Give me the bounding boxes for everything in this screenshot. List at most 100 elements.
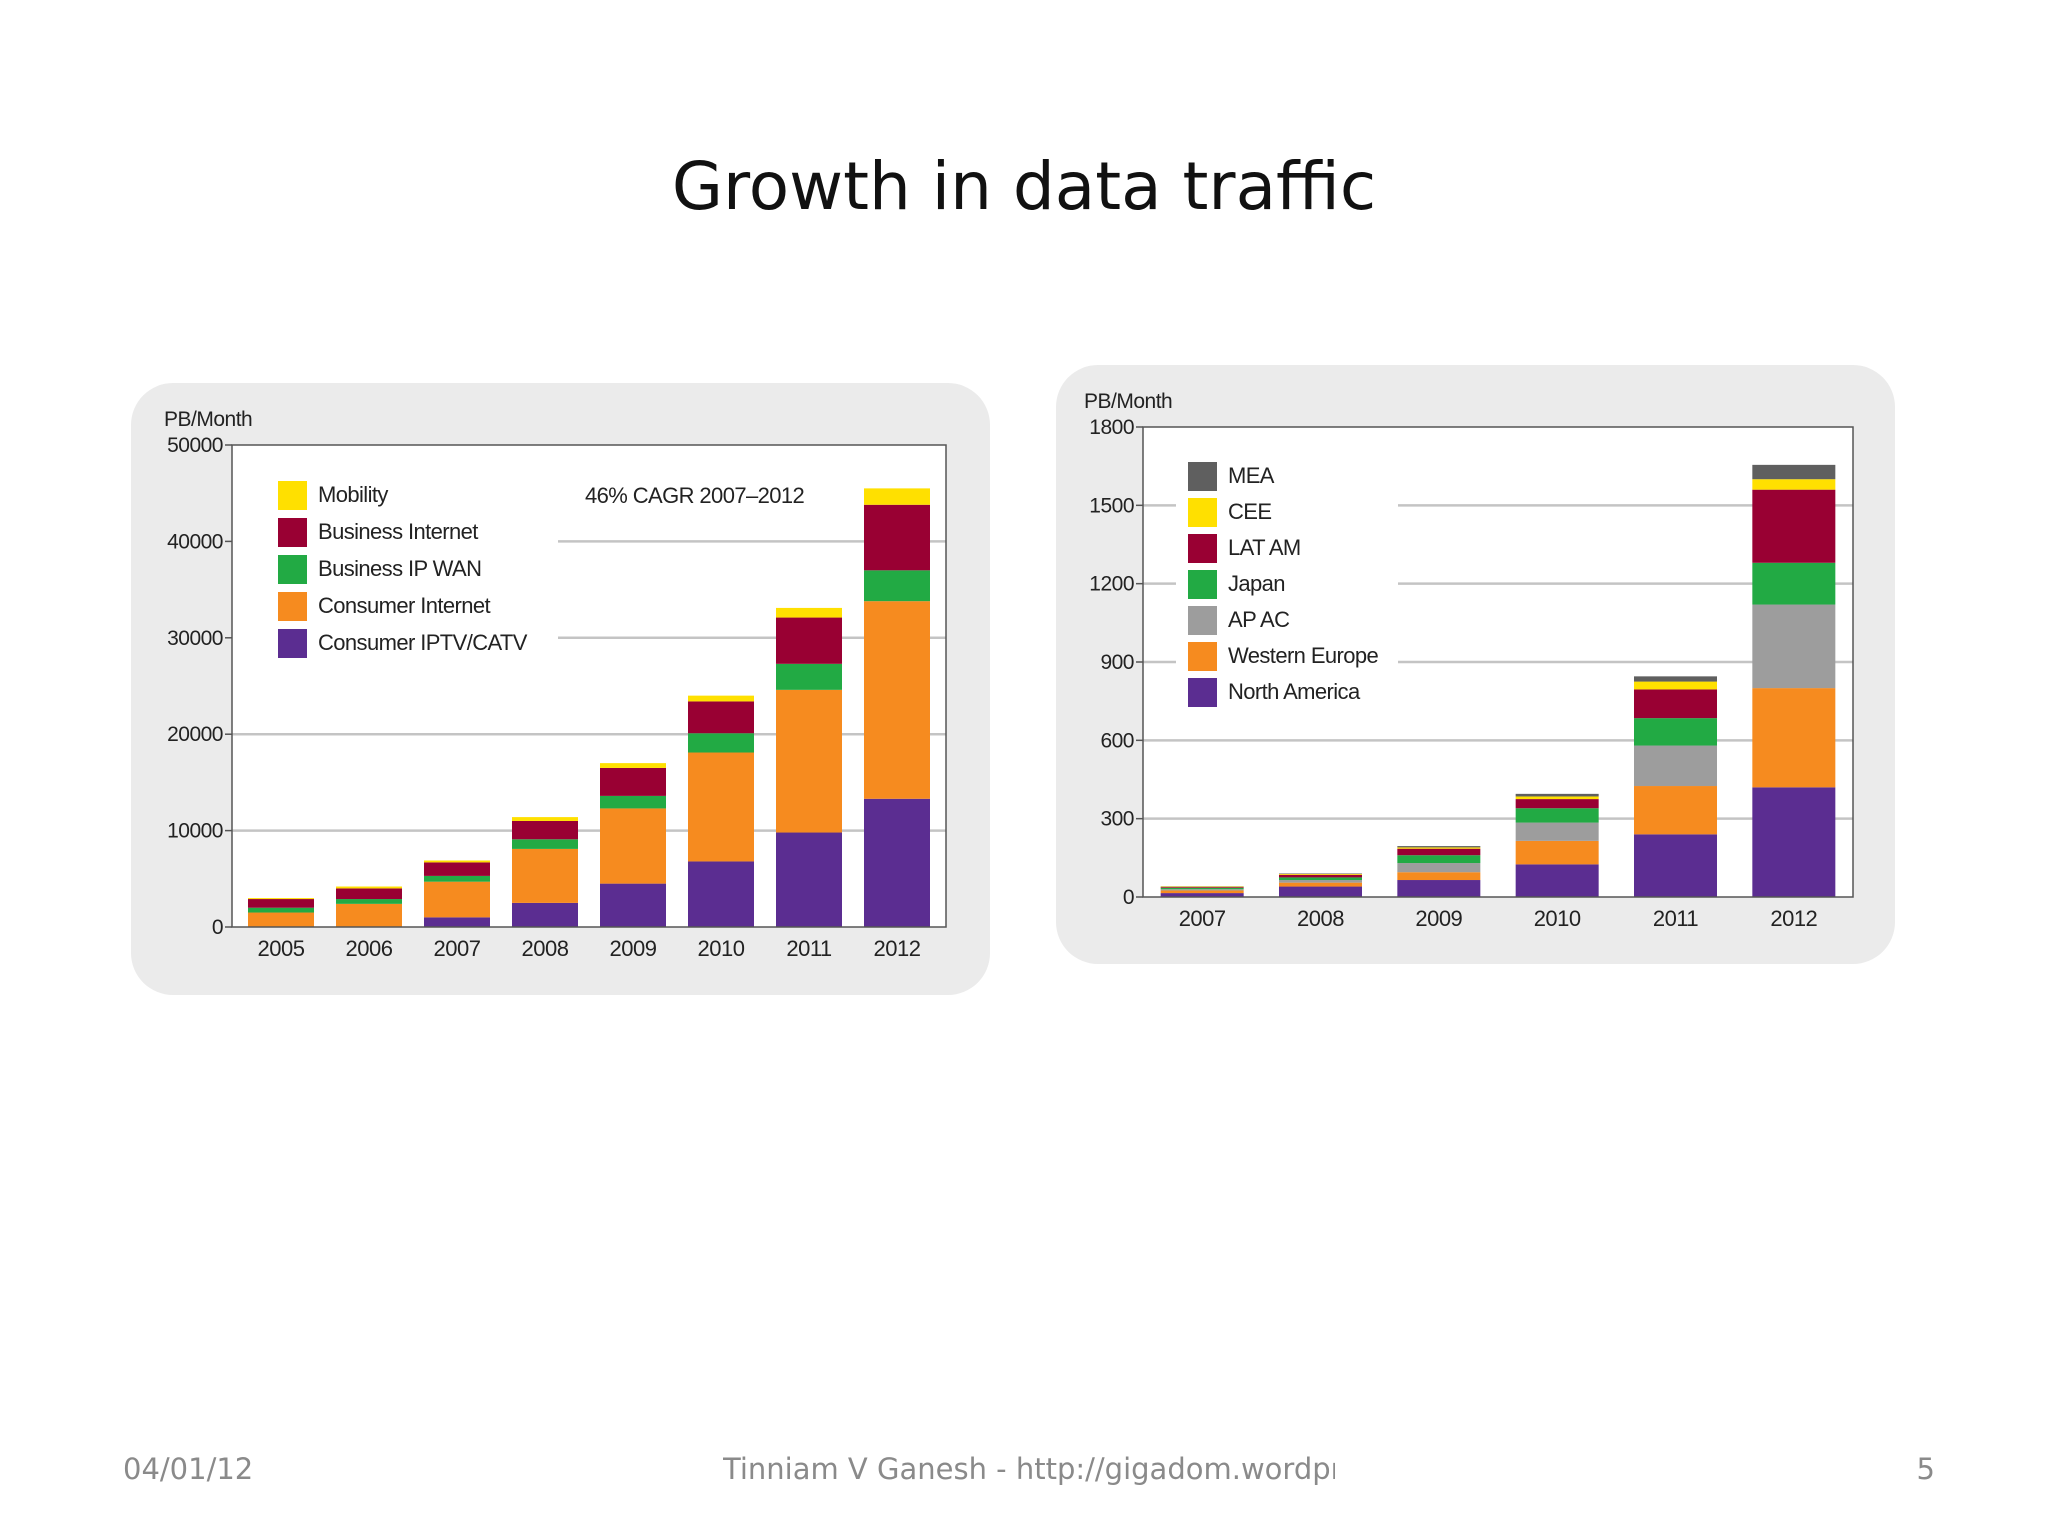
legend-swatch-western-europe: [1188, 642, 1217, 671]
x-tick-label: 2010: [698, 936, 745, 961]
bar-segment-lat-am-2007: [1160, 887, 1244, 888]
y-tick-label: 600: [1100, 729, 1134, 752]
legend-swatch-business-ip-wan: [278, 555, 307, 584]
bar-segment-business-ip-wan-2006: [336, 899, 402, 904]
bar-segment-consumer-iptv-catv-2012: [864, 798, 930, 927]
bar-segment-consumer-internet-2009: [600, 808, 666, 884]
bar-segment-japan-2010: [1515, 808, 1599, 823]
legend-label-cee: CEE: [1228, 499, 1271, 524]
y-tick-label: 0: [1123, 886, 1134, 909]
bar-segment-lat-am-2011: [1634, 689, 1717, 719]
bar-segment-cee-2012: [1752, 479, 1836, 490]
bar-segment-consumer-internet-2012: [864, 601, 930, 799]
bar-segment-business-internet-2007: [424, 862, 490, 876]
bar-segment-mobility-2011: [776, 607, 842, 618]
bar-segment-consumer-internet-2011: [776, 689, 842, 833]
bar-segment-north-america-2012: [1752, 787, 1836, 897]
bar-segment-mobility-2005: [248, 898, 314, 900]
legend-label-ap-ac: AP AC: [1228, 607, 1290, 632]
bar-segment-consumer-internet-2007: [424, 881, 490, 918]
bar-segment-north-america-2010: [1515, 864, 1599, 897]
legend-label-consumer-iptv-catv: Consumer IPTV/CATV: [318, 630, 528, 655]
legend-swatch-japan: [1188, 570, 1217, 599]
bar-segment-mobility-2010: [688, 695, 754, 702]
x-tick-label: 2009: [610, 936, 657, 961]
legend-swatch-ap-ac: [1188, 606, 1217, 635]
y-tick-label: 1500: [1089, 494, 1134, 517]
legend-swatch-north-america: [1188, 678, 1217, 707]
bar-segment-mea-2010: [1515, 793, 1599, 797]
stacked-bar-chart-traffic-by-region: PB/Month 0 300 600 900 1200 1500 1800 2007 2008 20…: [1084, 390, 1854, 931]
y-tick-label: 50000: [167, 434, 223, 457]
bar-segment-business-internet-2009: [600, 767, 666, 796]
bar-segment-western-europe-2012: [1752, 688, 1836, 788]
bar-segment-cee-2009: [1397, 847, 1481, 849]
legend-label-mobility: Mobility: [318, 482, 388, 507]
legend-label-business-ip-wan: Business IP WAN: [318, 556, 481, 581]
bar-segment-business-internet-2012: [864, 504, 930, 571]
y-tick-label: 300: [1100, 808, 1134, 831]
bar-segment-ap-ac-2011: [1634, 745, 1717, 787]
bar-segment-consumer-iptv-catv-2008: [512, 902, 578, 927]
bar-segment-consumer-iptv-catv-2007: [424, 917, 490, 927]
legend-label-north-america: North America: [1228, 679, 1361, 704]
bar-segment-mobility-2006: [336, 886, 402, 889]
bar-segment-ap-ac-2008: [1279, 880, 1362, 883]
bar-segment-mobility-2009: [600, 763, 666, 768]
x-tick-label: 2007: [434, 936, 481, 961]
x-tick-label: 2012: [874, 936, 921, 961]
x-tick-label: 2010: [1534, 906, 1581, 931]
bar-segment-business-ip-wan-2012: [864, 570, 930, 602]
legend-label-mea: MEA: [1228, 463, 1275, 488]
bar-segment-japan-2009: [1397, 855, 1481, 864]
stacked-bar-chart-traffic-by-type: PB/Month 0 10000 20000 30000 40000 50000 2005 20…: [164, 408, 947, 961]
bar-segment-mea-2008: [1279, 873, 1362, 875]
chart-card-traffic-by-region: PB/Month 0 300 600 900 1200 1500 1800 2007 2008 20…: [1056, 365, 1895, 964]
legend-swatch-consumer-iptv-catv: [278, 629, 307, 658]
legend-swatch-lat-am: [1188, 534, 1217, 563]
legend-swatch-mobility: [278, 481, 307, 510]
bar-segment-ap-ac-2010: [1515, 822, 1599, 841]
bar-segment-business-ip-wan-2007: [424, 875, 490, 882]
legend-swatch-business-internet: [278, 518, 307, 547]
bar-segment-mobility-2007: [424, 860, 490, 863]
plot-frame: [231, 444, 947, 928]
bar-segment-business-internet-2011: [776, 617, 842, 664]
bar-segment-lat-am-2012: [1752, 489, 1836, 563]
legend-label-business-internet: Business Internet: [318, 519, 478, 544]
legend-label-japan: Japan: [1228, 571, 1285, 596]
bar-segment-mobility-2008: [512, 817, 578, 821]
bar-segment-mea-2009: [1397, 846, 1481, 848]
plot-frame: [1142, 426, 1854, 898]
unit-label: PB/Month: [164, 408, 252, 431]
bar-segment-cee-2007: [1160, 886, 1244, 888]
x-tick-label: 2011: [786, 936, 832, 961]
cagr-annotation: 46% CAGR 2007–2012: [585, 483, 805, 508]
bar-segment-japan-2012: [1752, 562, 1836, 605]
bar-segment-business-ip-wan-2010: [688, 733, 754, 753]
legend-label-lat-am: LAT AM: [1228, 535, 1301, 560]
x-tick-label: 2008: [1297, 906, 1344, 931]
bar-segment-north-america-2011: [1634, 834, 1717, 897]
bar-segment-consumer-internet-2010: [688, 752, 754, 862]
bar-segment-consumer-internet-2008: [512, 848, 578, 903]
bar-segment-north-america-2008: [1279, 886, 1362, 897]
y-tick-label: 1800: [1089, 416, 1134, 439]
bar-segment-business-internet-2006: [336, 888, 402, 900]
bar-segment-ap-ac-2009: [1397, 863, 1481, 873]
bar-segment-consumer-iptv-catv-2009: [600, 883, 666, 927]
bar-segment-western-europe-2011: [1634, 786, 1717, 835]
y-tick-label: 900: [1100, 651, 1134, 674]
bar-segment-western-europe-2010: [1515, 840, 1599, 865]
bar-segment-ap-ac-2012: [1752, 604, 1836, 689]
bar-segment-cee-2011: [1634, 681, 1717, 690]
bar-segment-mea-2012: [1752, 464, 1836, 480]
footer-page-number: 5: [1916, 1452, 1935, 1486]
x-tick-label: 2007: [1179, 906, 1226, 931]
unit-label: PB/Month: [1084, 390, 1172, 413]
bar-segment-consumer-iptv-catv-2010: [688, 861, 754, 927]
bar-segment-cee-2010: [1515, 796, 1599, 800]
x-tick-label: 2011: [1653, 906, 1699, 931]
bar-segment-ap-ac-2007: [1160, 889, 1244, 891]
bar-segment-japan-2008: [1279, 877, 1362, 881]
